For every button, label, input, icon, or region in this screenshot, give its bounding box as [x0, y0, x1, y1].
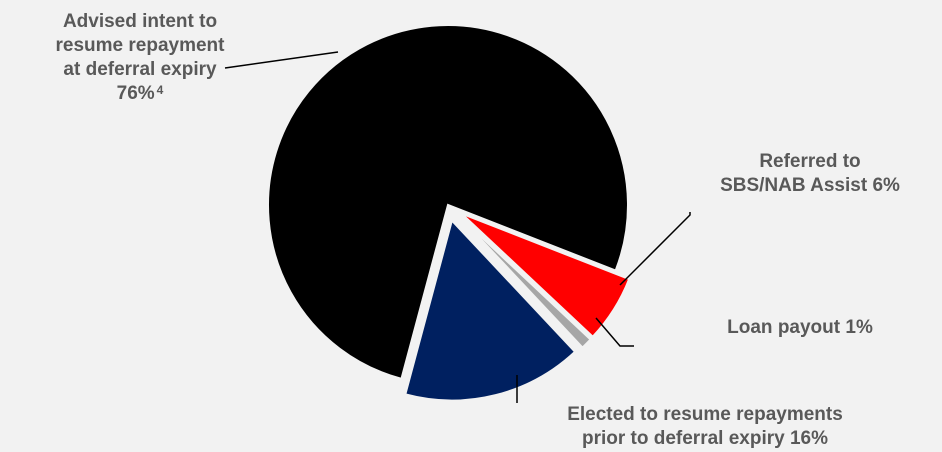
slice-label-advised-intent: Advised intent to resume repayment at de… [30, 10, 250, 106]
label-line: at deferral expiry [30, 58, 250, 82]
slice-label-loan-payout: Loan payout 1% [700, 316, 900, 340]
label-line: prior to deferral expiry 16% [515, 427, 895, 451]
slice-label-referred: Referred to SBS/NAB Assist 6% [690, 150, 930, 198]
footnote-marker: 4 [157, 83, 164, 97]
leader-line-referred [620, 212, 690, 285]
label-line: Referred to [690, 150, 930, 174]
percent-text: 76% [117, 83, 155, 104]
label-line: Elected to resume repayments [515, 403, 895, 427]
slice-label-elected: Elected to resume repayments prior to de… [515, 403, 895, 451]
label-line: Advised intent to [30, 10, 250, 34]
label-line: Loan payout 1% [700, 316, 900, 340]
label-line-percent: 76% 4 [30, 82, 250, 106]
label-line: resume repayment [30, 34, 250, 58]
label-line: SBS/NAB Assist 6% [690, 174, 930, 198]
